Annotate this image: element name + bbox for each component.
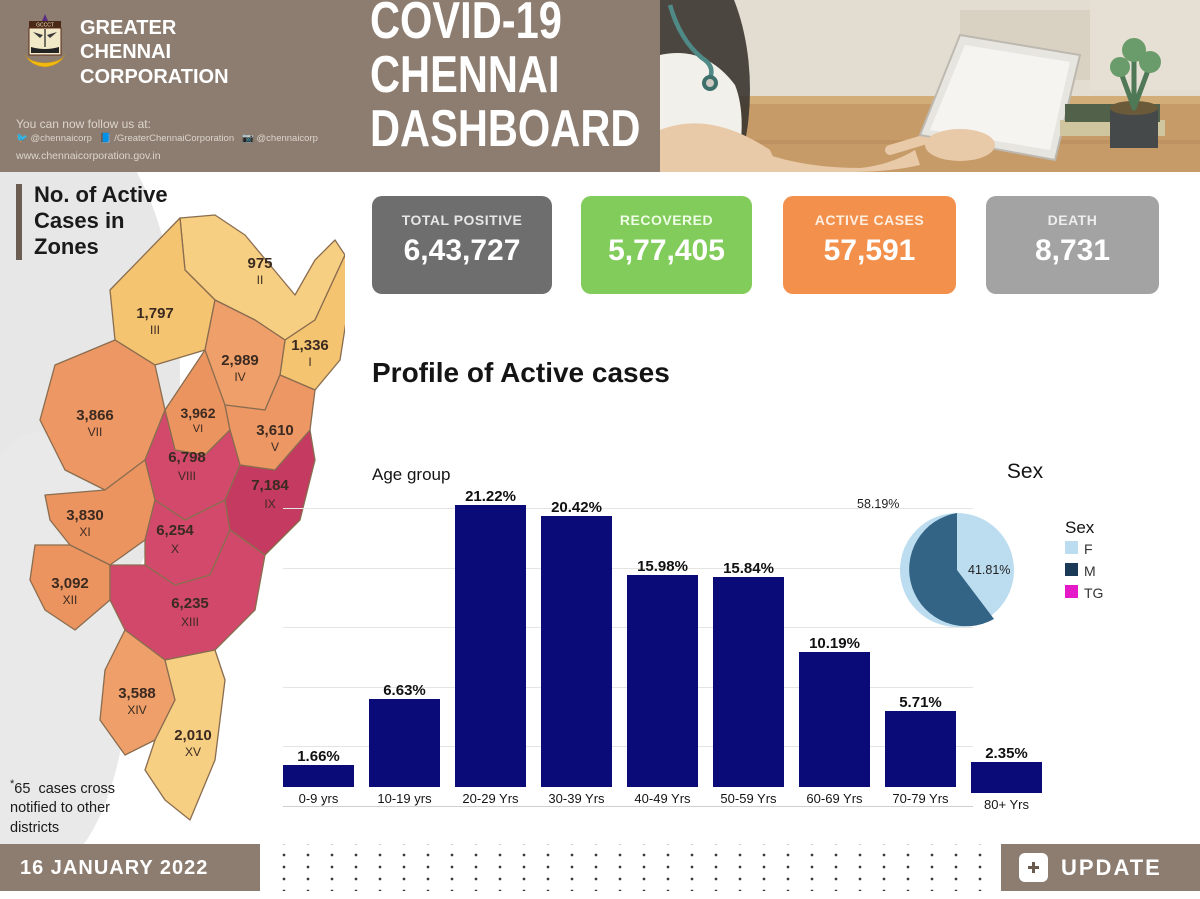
svg-text:X: X	[171, 542, 179, 556]
svg-text:7,184: 7,184	[251, 477, 289, 494]
svg-text:No. of Active: No. of Active	[34, 182, 168, 207]
svg-text:3,962: 3,962	[180, 405, 215, 421]
svg-text:IV: IV	[234, 370, 245, 384]
svg-text:XIV: XIV	[127, 703, 146, 717]
svg-text:XI: XI	[79, 525, 90, 539]
svg-text:3,866: 3,866	[76, 407, 114, 424]
svg-text:6,235: 6,235	[171, 595, 209, 612]
svg-text:1,797: 1,797	[136, 305, 174, 322]
svg-text:I: I	[308, 355, 311, 369]
svg-text:XIII: XIII	[181, 615, 199, 629]
svg-text:III: III	[150, 323, 160, 337]
svg-text:VI: VI	[193, 423, 203, 435]
svg-text:Zones: Zones	[34, 234, 99, 259]
svg-text:975: 975	[247, 255, 272, 272]
svg-text:1,336: 1,336	[291, 337, 329, 354]
svg-text:VII: VII	[88, 425, 103, 439]
svg-text:Cases in: Cases in	[34, 208, 125, 233]
svg-text:II: II	[257, 273, 264, 287]
svg-text:3,092: 3,092	[51, 575, 89, 592]
svg-text:VIII: VIII	[178, 469, 196, 483]
svg-text:6,798: 6,798	[168, 449, 206, 466]
svg-text:3,610: 3,610	[256, 422, 294, 439]
svg-text:2,010: 2,010	[174, 727, 212, 744]
svg-text:XII: XII	[63, 593, 78, 607]
svg-text:2,989: 2,989	[221, 352, 259, 369]
svg-text:IX: IX	[264, 497, 275, 511]
svg-text:XV: XV	[185, 745, 201, 759]
svg-text:6,254: 6,254	[156, 522, 194, 539]
svg-text:3,830: 3,830	[66, 507, 104, 524]
svg-text:3,588: 3,588	[118, 685, 156, 702]
svg-text:V: V	[271, 440, 279, 454]
